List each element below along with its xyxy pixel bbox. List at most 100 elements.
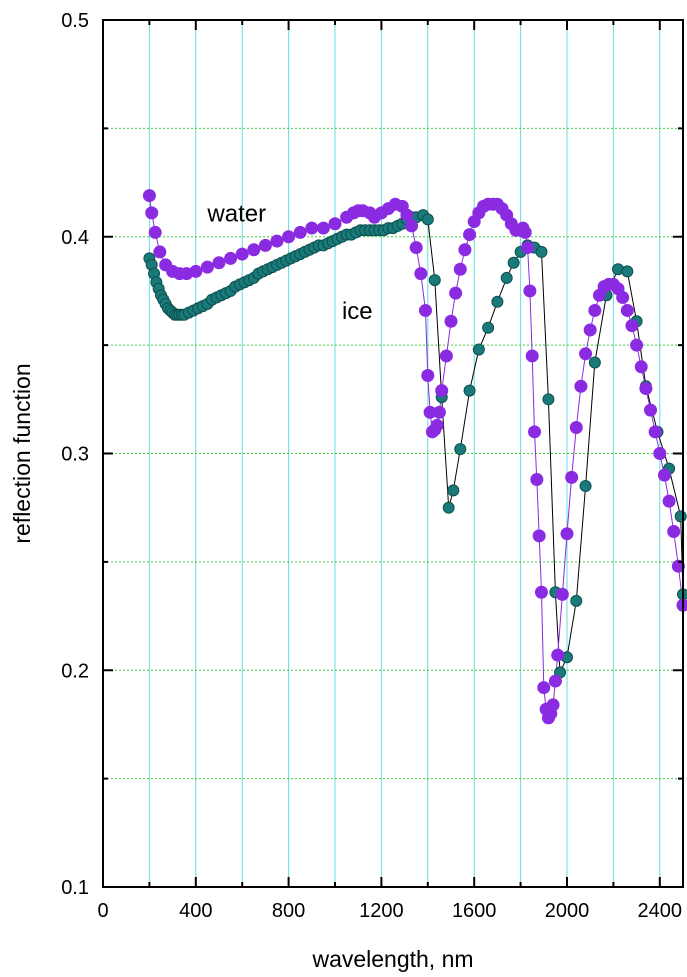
series-label-ice: ice xyxy=(342,298,373,325)
point-water xyxy=(521,241,535,255)
data-points xyxy=(142,189,687,725)
point-ice xyxy=(421,213,434,226)
point-water xyxy=(293,225,307,239)
point-water xyxy=(148,225,162,239)
point-water xyxy=(463,228,477,242)
point-water xyxy=(662,494,676,508)
point-water xyxy=(579,347,593,361)
point-ice xyxy=(507,256,520,269)
point-water xyxy=(235,247,249,261)
point-water xyxy=(671,559,685,573)
point-ice xyxy=(588,356,601,369)
point-ice xyxy=(447,484,460,497)
point-water xyxy=(444,314,458,328)
point-ice xyxy=(472,343,485,356)
point-water xyxy=(405,219,419,233)
point-water xyxy=(189,264,203,278)
y-tick-label: 0.2 xyxy=(61,660,89,682)
point-water xyxy=(546,698,560,712)
point-water xyxy=(528,425,542,439)
point-water xyxy=(282,230,296,244)
point-ice xyxy=(442,501,455,514)
tick-labels: 0 400 800 1200 1600 2000 2400 0.1 0.2 0.3 0.4 0.5 xyxy=(61,10,682,922)
point-water xyxy=(625,319,639,333)
point-water xyxy=(453,262,467,276)
point-ice xyxy=(454,443,467,456)
point-water xyxy=(634,360,648,374)
point-ice xyxy=(674,510,687,523)
point-water xyxy=(432,405,446,419)
point-water xyxy=(676,598,687,612)
point-ice xyxy=(621,265,634,278)
point-water xyxy=(667,525,681,539)
point-water xyxy=(569,420,583,434)
x-tick-label: 2000 xyxy=(545,900,590,922)
axis-ticks xyxy=(102,19,683,888)
point-water xyxy=(653,447,667,460)
point-water xyxy=(224,251,238,265)
point-water xyxy=(212,256,226,270)
point-ice xyxy=(491,295,504,308)
point-water xyxy=(537,681,551,695)
point-water xyxy=(270,234,284,248)
gridlines xyxy=(103,20,683,887)
x-tick-label: 800 xyxy=(272,900,305,922)
point-ice xyxy=(463,384,476,397)
y-axis-title: reflection function xyxy=(9,363,35,543)
point-water xyxy=(523,284,537,298)
point-water xyxy=(449,286,463,300)
point-water xyxy=(316,221,330,235)
point-water xyxy=(616,290,630,304)
point-water xyxy=(644,403,658,417)
point-water xyxy=(630,338,644,352)
point-water xyxy=(574,379,588,393)
x-tick-label: 1200 xyxy=(359,900,404,922)
point-water xyxy=(458,243,472,257)
point-water xyxy=(153,245,167,259)
point-water xyxy=(530,473,544,487)
point-water xyxy=(534,585,548,599)
point-water xyxy=(145,206,159,220)
point-water xyxy=(560,527,574,541)
y-tick-label: 0.5 xyxy=(61,10,89,32)
point-ice xyxy=(500,271,513,284)
point-ice xyxy=(579,480,592,493)
x-tick-label: 400 xyxy=(179,900,212,922)
point-water xyxy=(583,323,597,337)
point-water xyxy=(565,470,579,484)
point-water xyxy=(423,405,437,419)
y-tick-label: 0.1 xyxy=(61,877,89,899)
y-tick-label: 0.4 xyxy=(61,227,89,249)
point-water xyxy=(400,208,414,222)
point-water xyxy=(518,225,532,239)
point-water xyxy=(525,349,539,363)
point-water xyxy=(200,260,214,274)
y-tick-label: 0.3 xyxy=(61,444,89,466)
point-water xyxy=(435,384,449,398)
point-water xyxy=(439,349,453,363)
point-water xyxy=(639,381,653,395)
point-water xyxy=(421,368,435,382)
point-water xyxy=(551,648,565,662)
point-water xyxy=(328,217,342,231)
point-water xyxy=(588,303,602,317)
point-ice xyxy=(482,321,495,334)
point-water xyxy=(305,221,319,235)
point-water xyxy=(548,674,562,688)
point-water xyxy=(657,468,671,482)
point-ice xyxy=(535,245,548,258)
point-water xyxy=(409,241,423,255)
point-ice xyxy=(570,594,583,607)
point-water xyxy=(532,529,546,543)
x-tick-label: 1600 xyxy=(452,900,497,922)
x-tick-label: 2400 xyxy=(638,900,683,922)
point-water xyxy=(555,587,569,601)
point-water xyxy=(414,267,428,281)
point-water xyxy=(418,303,432,317)
point-water xyxy=(247,243,261,257)
point-water xyxy=(430,418,444,432)
point-ice xyxy=(542,393,555,406)
point-water xyxy=(142,189,156,203)
point-ice xyxy=(428,274,441,287)
